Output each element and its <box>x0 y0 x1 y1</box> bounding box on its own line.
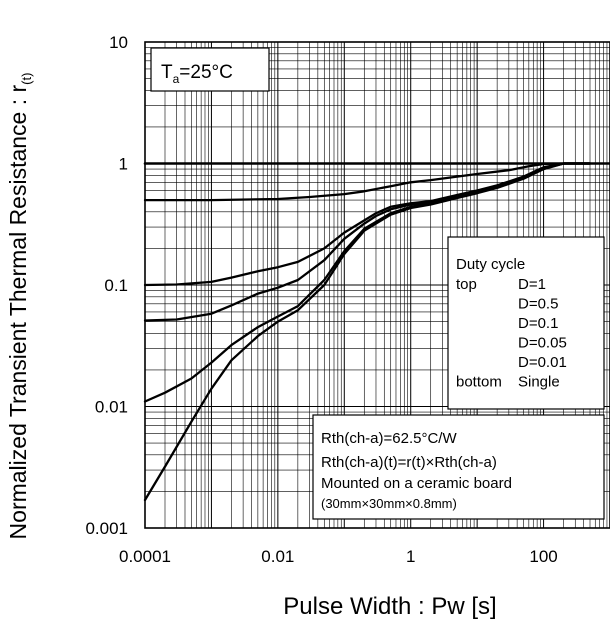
thermal-note: Rth(ch-a)=62.5°C/W Rth(ch-a)(t)=r(t)×Rth… <box>312 414 605 520</box>
y-tick-labels: 0.001 0.01 0.1 1 10 <box>85 33 128 538</box>
legend-row-label: D=1 <box>518 276 546 293</box>
y-axis-title-main: Normalized Transient Thermal Resistance … <box>5 84 31 539</box>
temperature-subscript: a <box>173 72 180 86</box>
x-tick-labels: 0.0001 0.01 1 100 <box>119 547 558 566</box>
legend-row-label: D=0.1 <box>518 315 558 332</box>
temperature-annotation-text: Ta=25°C <box>161 62 233 86</box>
note-line-3: Mounted on a ceramic board <box>321 475 512 492</box>
temperature-symbol: T <box>161 62 173 83</box>
temperature-annotation: Ta=25°C <box>150 47 270 92</box>
legend-box <box>447 236 605 410</box>
y-axis-title: Normalized Transient Thermal Resistance … <box>5 73 34 540</box>
y-axis-title-sub: (t) <box>19 73 34 85</box>
y-tick-label: 10 <box>109 33 128 52</box>
legend: Duty cycle top D=1 D=0.5 D=0.1 D=0.05 D=0.01 b… <box>447 236 605 410</box>
x-axis-title: Pulse Width : Pw [s] <box>283 593 496 620</box>
legend-rows: top D=1 D=0.5 D=0.1 D=0.05 D=0.01 bottom Single <box>456 276 567 391</box>
note-line-4: (30mm×30mm×0.8mm) <box>321 496 457 511</box>
legend-row-position: top <box>456 276 477 293</box>
y-tick-label: 0.1 <box>104 276 128 295</box>
note-line-2: Rth(ch-a)(t)=r(t)×Rth(ch-a) <box>321 454 497 471</box>
series-lines <box>143 162 610 502</box>
series-line-single <box>143 162 592 502</box>
temperature-value: =25°C <box>179 62 233 83</box>
legend-row-label: D=0.5 <box>518 296 558 313</box>
y-tick-label: 0.001 <box>85 519 128 538</box>
x-tick-label: 0.0001 <box>119 547 171 566</box>
series-line-d-0-5 <box>143 162 592 202</box>
legend-row-position: bottom <box>456 374 502 391</box>
legend-row-label: D=0.01 <box>518 354 567 371</box>
temperature-annotation-box <box>150 47 270 92</box>
thermal-note-box <box>312 414 605 520</box>
legend-header: Duty cycle <box>456 256 525 273</box>
x-tick-label: 1 <box>406 547 415 566</box>
plot-frame <box>144 41 610 529</box>
y-tick-label: 0.01 <box>95 398 128 417</box>
x-tick-label: 100 <box>529 547 557 566</box>
note-line-1: Rth(ch-a)=62.5°C/W <box>321 430 457 447</box>
x-tick-label: 0.01 <box>261 547 294 566</box>
legend-row-label: D=0.05 <box>518 335 567 352</box>
y-tick-label: 1 <box>119 155 128 174</box>
legend-row-label: Single <box>518 374 560 391</box>
